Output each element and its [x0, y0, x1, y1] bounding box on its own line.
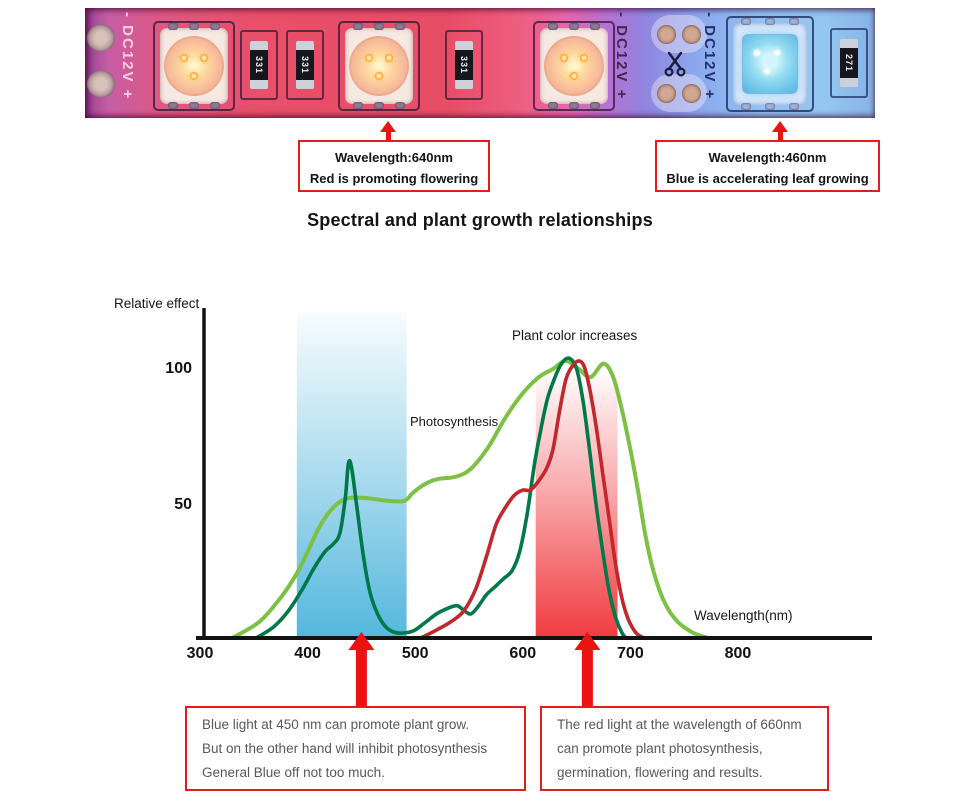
solder-pad — [87, 24, 115, 52]
led-lens — [742, 34, 798, 94]
arrow-stem — [385, 132, 391, 140]
strip-rail-label-right: - DC12V + — [701, 12, 718, 101]
callout-description: Red is promoting flowering — [309, 171, 479, 186]
led-leads — [548, 102, 600, 109]
resistor-cap — [455, 80, 473, 89]
spectral-curves — [230, 356, 710, 640]
note-line: The red light at the wavelength of 660nm — [557, 717, 802, 732]
led-chip-red-2 — [338, 21, 420, 111]
strip-rail-label-mid: - DC12V + — [613, 12, 630, 101]
resistor-271: 271 — [830, 28, 868, 98]
resistor-label: 271 — [844, 53, 854, 73]
page-title: Spectral and plant growth relationships — [307, 210, 653, 230]
note-line: can promote plant photosynthesis, — [557, 741, 763, 756]
plant-color-curve-label: Plant color increases — [512, 328, 638, 343]
resistor-cap — [840, 78, 858, 87]
resistor-331-3: 331 — [445, 30, 483, 100]
curve-plant-color-increases-red- — [418, 359, 646, 640]
resistor-cap — [296, 41, 314, 50]
resistor-cap — [250, 80, 268, 89]
led-chip-red-1 — [153, 21, 235, 111]
led-leads — [168, 102, 220, 109]
led-lens — [349, 36, 409, 96]
arrow-stem — [777, 132, 783, 140]
callout-blue-460nm: Wavelength:460nm Blue is accelerating le… — [655, 140, 880, 192]
note-line: Blue light at 450 nm can promote plant g… — [202, 717, 470, 732]
led-chip-blue — [726, 16, 814, 112]
y-tick-100: 100 — [165, 360, 192, 377]
pointer-arrow-450nm — [348, 632, 375, 708]
led-chip-red-3 — [533, 21, 615, 111]
x-axis-title: Wavelength(nm) — [694, 608, 793, 623]
scissors-icon — [664, 51, 686, 77]
red-light-band — [535, 377, 618, 638]
light-bands — [296, 312, 618, 638]
led-leads — [168, 23, 220, 30]
led-leads — [353, 23, 405, 30]
note-blue-light: Blue light at 450 nm can promote plant g… — [185, 706, 526, 791]
resistor-cap — [840, 39, 858, 48]
cut-point-pads — [651, 74, 707, 112]
curve-photosynthesis-light-green- — [230, 358, 710, 640]
arrow-head — [772, 121, 788, 132]
strip-rail-label-left: - DC12V + — [119, 12, 136, 101]
up-arrow-icon — [375, 121, 401, 140]
y-tick-50: 50 — [174, 496, 192, 513]
led-lens — [164, 36, 224, 96]
x-tick-500: 500 — [401, 645, 429, 662]
resistor-label: 331 — [254, 55, 264, 75]
callout-description: Blue is accelerating leaf growing — [666, 171, 869, 186]
led-leads — [741, 18, 799, 25]
resistor-331-1: 331 — [240, 30, 278, 100]
x-tick-700: 700 — [617, 645, 644, 662]
resistor-label: 331 — [459, 55, 469, 75]
callout-wavelength: Wavelength:640nm — [335, 150, 453, 165]
x-tick-400: 400 — [294, 645, 321, 662]
note-line: But on the other hand will inhibit photo… — [202, 741, 488, 756]
callout-wavelength: Wavelength:460nm — [708, 150, 827, 165]
resistor-cap — [455, 41, 473, 50]
led-strip-photo: - DC12V + 331 331 — [85, 8, 875, 118]
callout-red-640nm: Wavelength:640nm Red is promoting flower… — [298, 140, 490, 192]
x-tick-300: 300 — [186, 645, 214, 662]
arrow-head — [380, 121, 396, 132]
wavelength-pointer-arrows — [348, 632, 601, 708]
led-leads — [741, 103, 799, 110]
led-leads — [353, 102, 405, 109]
spectral-chart — [196, 308, 872, 708]
photosynthesis-curve-label: Photosynthesis — [410, 414, 499, 429]
resistor-label: 331 — [300, 55, 310, 75]
note-line: General Blue off not too much. — [202, 765, 385, 780]
pointer-arrow-660nm — [574, 632, 601, 708]
x-tick-600: 600 — [509, 645, 537, 662]
led-leads — [548, 23, 600, 30]
up-arrow-icon — [767, 121, 793, 140]
solder-pad — [87, 70, 115, 98]
cut-point-pads — [651, 15, 707, 53]
led-lens — [544, 36, 604, 96]
x-tick-800: 800 — [724, 645, 752, 662]
note-red-light: The red light at the wavelength of 660nm… — [540, 706, 829, 791]
resistor-cap — [296, 80, 314, 89]
y-axis-title: Relative effect — [114, 296, 200, 311]
resistor-cap — [250, 41, 268, 50]
x-tick-row: 300 400 500 600 700 800 — [170, 645, 768, 663]
resistor-331-2: 331 — [286, 30, 324, 100]
note-line: germination, flowering and results. — [557, 765, 763, 780]
